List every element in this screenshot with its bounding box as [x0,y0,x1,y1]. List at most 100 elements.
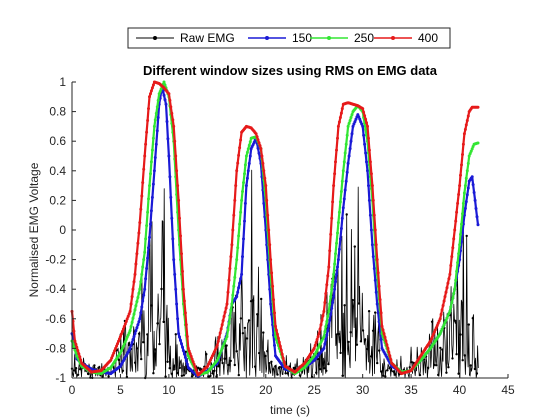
series-point [148,184,151,188]
series-point [149,92,152,96]
series-point [329,312,333,316]
series-point [170,372,173,375]
series-point [182,352,186,356]
series-point [227,278,231,282]
series-point [266,213,270,217]
series-point [233,363,236,367]
series-point [180,374,184,377]
legend-label: 250 [354,31,374,45]
series-point [173,272,177,276]
series-point [76,349,80,352]
series-point [131,338,135,341]
series-point [464,123,468,127]
series-point [337,120,341,124]
series-point [274,365,277,368]
series-point [231,293,235,297]
series-point [127,343,131,347]
series-point [215,343,219,347]
series-point [145,130,149,134]
series-point [247,143,251,147]
series-point [256,146,260,150]
series-point [336,258,340,262]
series-point [262,201,266,205]
series-point [149,209,153,213]
series-point [150,195,154,199]
series-point [461,359,464,362]
series-point [269,258,273,262]
series-point [238,222,242,226]
series-point [132,280,136,284]
series-point [317,357,320,361]
series-point [473,198,477,202]
series-point [245,337,249,340]
series-point [378,349,381,352]
series-point [448,272,452,276]
series-point [225,302,229,306]
series-point [270,271,274,275]
series-point [263,176,267,180]
series-point [465,234,468,238]
series-point [235,258,239,262]
legend-swatch-marker [391,36,395,40]
series-point [343,304,346,307]
series-point [278,344,282,348]
series-point [158,90,162,93]
series-point [336,265,339,269]
series-point [172,258,176,262]
series-point [363,142,367,146]
series-point [364,117,368,121]
series-point [161,89,165,93]
series-point [163,98,167,102]
series-point [257,141,261,145]
series-point [195,370,199,374]
series-point [127,331,131,335]
series-point [109,358,113,362]
series-point [73,348,77,352]
series-point [455,269,459,273]
series-point [123,322,127,326]
series-point [232,284,236,288]
series-point [192,362,196,366]
series-point [184,359,188,363]
series-point [147,246,150,250]
series-point [149,172,152,176]
series-point [178,366,181,370]
y-tick-label: -0.6 [45,312,66,326]
series-point [174,333,177,336]
series-point [356,113,360,117]
series-point [165,120,169,123]
series-point [170,111,174,115]
series-point [370,243,374,247]
series-point [448,309,452,313]
series-point [464,176,468,180]
series-point [229,255,233,259]
series-point [189,354,193,358]
y-tick-label: 0.6 [49,134,66,148]
series-point [470,175,474,179]
series-point [451,357,454,360]
series-point [130,295,134,299]
series-point [173,139,177,143]
series-point [341,169,345,173]
series-point [348,119,352,122]
series-point [334,160,337,164]
series-point [148,95,151,99]
series-point [219,327,223,331]
series-point [324,292,328,296]
series-point [164,102,168,106]
series-point [181,349,185,353]
series-point [205,353,208,356]
series-point [350,113,354,117]
series-point [207,375,210,378]
series-point [73,339,77,343]
series-point [435,324,439,327]
series-point [374,290,378,294]
series-point [171,118,175,122]
series-point [324,338,328,341]
series-point [217,335,221,339]
series-point [178,216,181,220]
series-point [449,305,453,309]
series-point [219,349,223,353]
series-point [377,284,381,288]
series-point [469,364,472,367]
